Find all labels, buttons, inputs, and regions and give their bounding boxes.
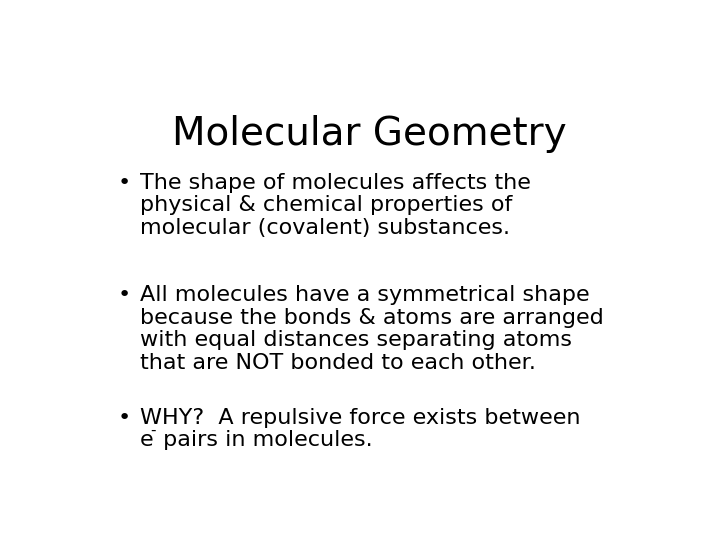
Text: that are NOT bonded to each other.: that are NOT bonded to each other.	[140, 353, 536, 373]
Text: physical & chemical properties of: physical & chemical properties of	[140, 195, 513, 215]
Text: •: •	[118, 173, 131, 193]
Text: molecular (covalent) substances.: molecular (covalent) substances.	[140, 218, 510, 238]
Text: Molecular Geometry: Molecular Geometry	[171, 114, 567, 153]
Text: All molecules have a symmetrical shape: All molecules have a symmetrical shape	[140, 285, 590, 305]
Text: The shape of molecules affects the: The shape of molecules affects the	[140, 173, 531, 193]
Text: -: -	[150, 423, 156, 438]
Text: •: •	[118, 285, 131, 305]
Text: pairs in molecules.: pairs in molecules.	[156, 430, 373, 450]
Text: •: •	[118, 408, 131, 428]
Text: because the bonds & atoms are arranged: because the bonds & atoms are arranged	[140, 308, 604, 328]
Text: e: e	[140, 430, 154, 450]
Text: with equal distances separating atoms: with equal distances separating atoms	[140, 330, 572, 350]
Text: WHY?  A repulsive force exists between: WHY? A repulsive force exists between	[140, 408, 581, 428]
